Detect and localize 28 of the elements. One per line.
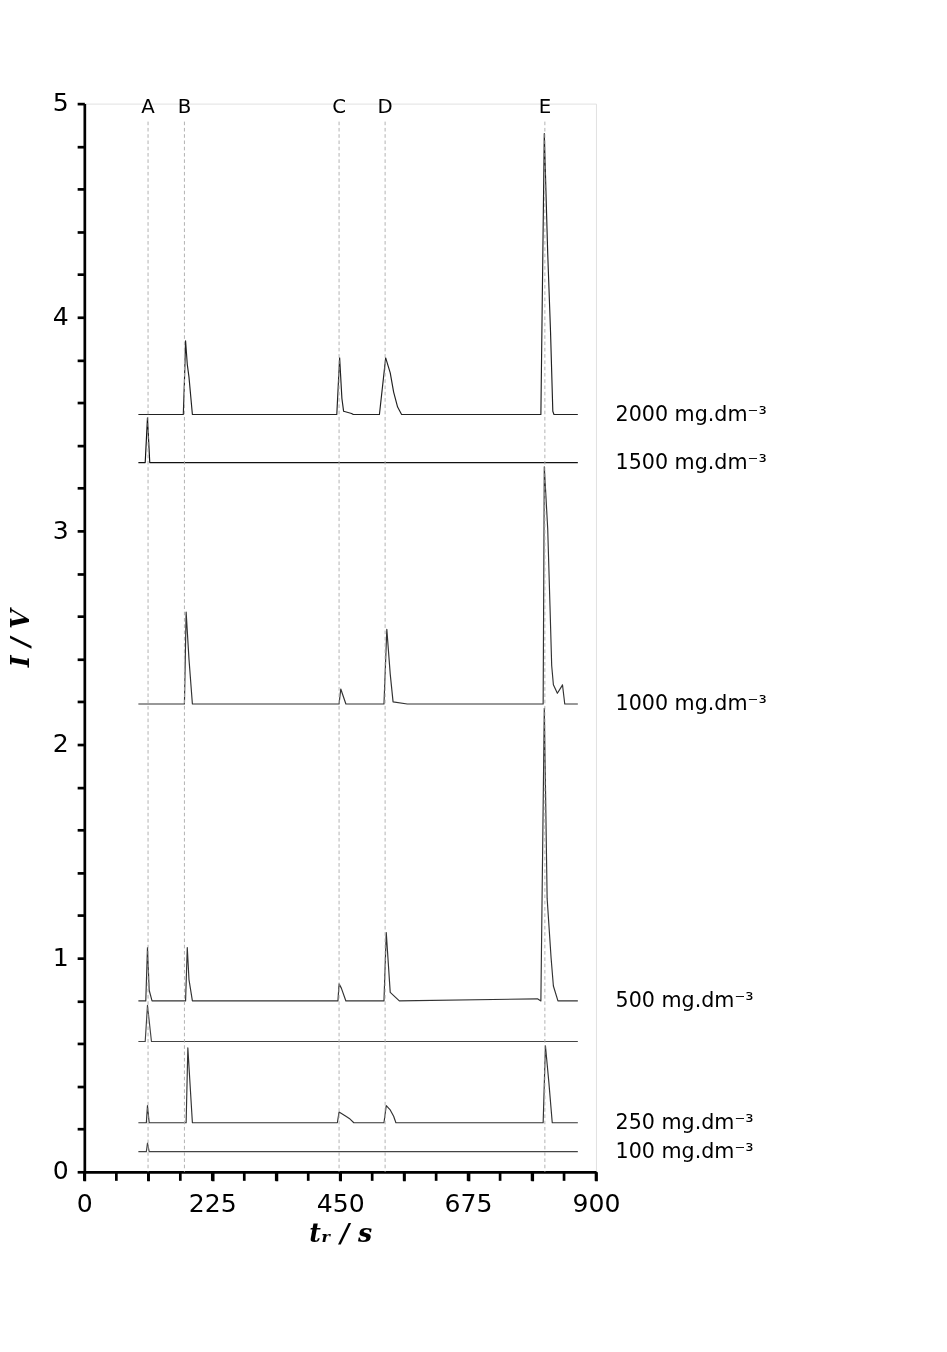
y-tick-label: 3 (52, 515, 69, 545)
line-series (137, 132, 579, 416)
ref-line-label: E (538, 94, 552, 118)
ref-line-label: A (141, 94, 156, 118)
series-label: 250 mg.dm⁻³ (615, 1110, 754, 1134)
ref-line-label: C (332, 94, 346, 118)
series-label: 1500 mg.dm⁻³ (615, 449, 767, 474)
y-tick-label: 4 (52, 301, 69, 331)
series-label: 1000 mg.dm⁻³ (615, 691, 767, 716)
series-label: 500 mg.dm⁻³ (615, 988, 754, 1013)
y-tick-label: 2 (52, 729, 69, 759)
x-tick-label: 675 (444, 1188, 493, 1218)
ref-line-label: B (177, 94, 192, 118)
line-series (137, 707, 579, 1002)
x-tick-label: 225 (188, 1188, 237, 1218)
y-tick-label: 0 (52, 1156, 69, 1186)
ref-line-label: D (377, 94, 393, 118)
x-axis-title: tᵣ / s (309, 1218, 373, 1249)
x-tick-label: 450 (316, 1188, 365, 1218)
series-label: 2000 mg.dm⁻³ (615, 401, 767, 426)
x-tick-label: 0 (76, 1188, 93, 1218)
line-series (137, 466, 579, 705)
y-tick-label: 5 (52, 88, 69, 118)
series-label: 100 mg.dm⁻³ (615, 1138, 754, 1163)
x-tick-label: 900 (572, 1188, 621, 1218)
y-axis-title: I / V (5, 606, 36, 669)
line-series (137, 1045, 579, 1124)
y-tick-label: 1 (52, 942, 69, 972)
